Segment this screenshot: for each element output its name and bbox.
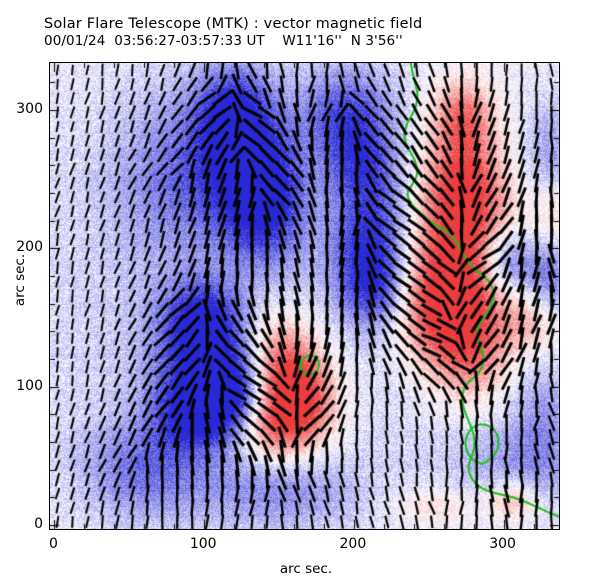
y-tick-label: 0 bbox=[34, 515, 43, 532]
x-tick-label: 300 bbox=[489, 536, 516, 552]
x-axis-title: arc sec. bbox=[279, 561, 333, 577]
page-title: Solar Flare Telescope (MTK) : vector mag… bbox=[44, 16, 423, 32]
figure-title-block: Solar Flare Telescope (MTK) : vector mag… bbox=[44, 16, 584, 50]
x-tick-label: 200 bbox=[339, 536, 367, 552]
y-axis-title: arc sec. bbox=[12, 253, 28, 307]
y-tick-label: 300 bbox=[16, 101, 43, 117]
x-tick-label: 0 bbox=[49, 536, 58, 552]
transverse-field-vectors bbox=[50, 63, 559, 529]
plot-area bbox=[49, 62, 560, 530]
x-tick-label: 100 bbox=[189, 536, 217, 552]
y-tick-label: 100 bbox=[16, 377, 43, 394]
y-tick-label: 200 bbox=[16, 239, 43, 256]
observation-subtitle: 00/01/24 03:56:27-03:57:33 UT W11'16'' N… bbox=[44, 33, 403, 49]
